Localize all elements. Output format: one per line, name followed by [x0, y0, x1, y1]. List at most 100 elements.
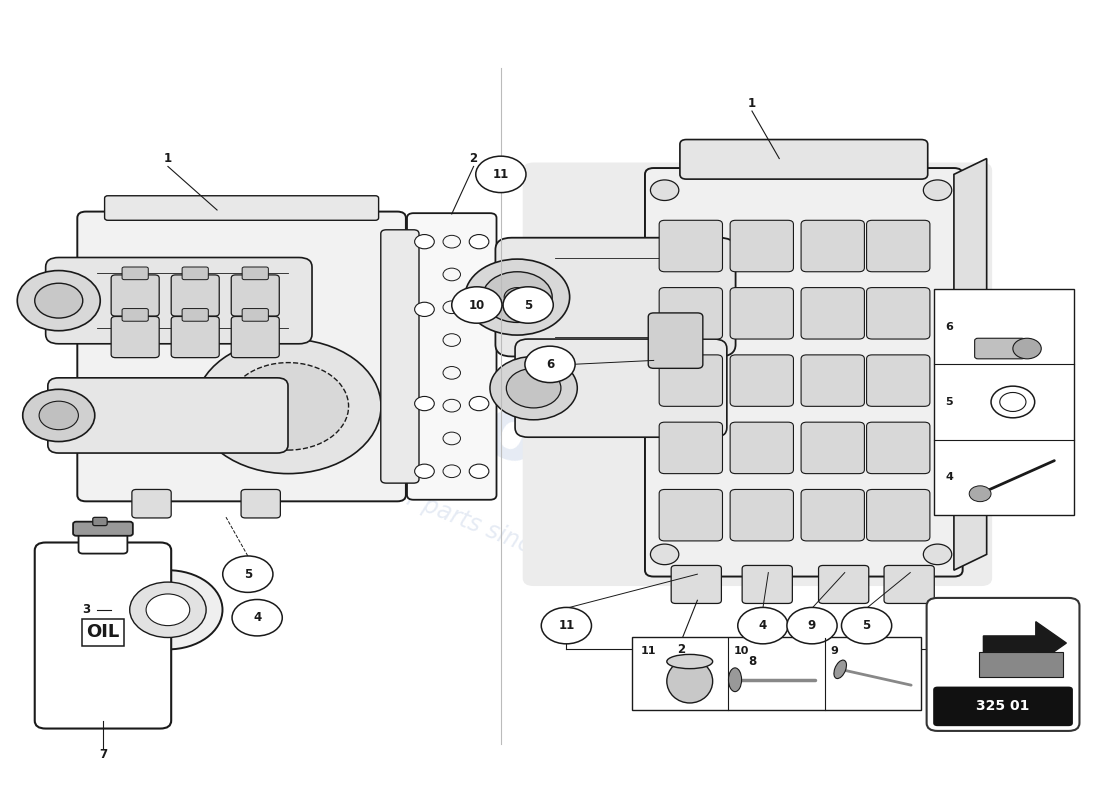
- Circle shape: [443, 366, 461, 379]
- FancyBboxPatch shape: [73, 522, 133, 536]
- FancyBboxPatch shape: [659, 287, 723, 339]
- Circle shape: [470, 302, 488, 317]
- Text: 10: 10: [469, 298, 485, 311]
- FancyBboxPatch shape: [183, 267, 208, 280]
- FancyBboxPatch shape: [933, 686, 1072, 726]
- FancyBboxPatch shape: [659, 220, 723, 272]
- Text: 8: 8: [748, 654, 756, 668]
- Text: 7: 7: [99, 748, 107, 761]
- Circle shape: [923, 180, 952, 201]
- Circle shape: [506, 368, 561, 408]
- FancyBboxPatch shape: [172, 275, 219, 316]
- Circle shape: [113, 570, 222, 650]
- FancyBboxPatch shape: [407, 213, 496, 500]
- FancyBboxPatch shape: [801, 287, 865, 339]
- Circle shape: [470, 397, 488, 410]
- Text: 5: 5: [945, 397, 953, 407]
- Text: 3: 3: [82, 603, 90, 616]
- Text: 5: 5: [524, 298, 532, 311]
- FancyBboxPatch shape: [742, 566, 792, 603]
- Text: 4: 4: [253, 611, 262, 624]
- Circle shape: [1013, 338, 1042, 359]
- FancyBboxPatch shape: [522, 162, 992, 586]
- Text: 5: 5: [244, 568, 252, 581]
- FancyBboxPatch shape: [35, 542, 172, 729]
- Circle shape: [228, 362, 349, 450]
- FancyBboxPatch shape: [801, 490, 865, 541]
- Circle shape: [490, 357, 578, 420]
- Text: 5: 5: [862, 619, 871, 632]
- Text: eurosports: eurosports: [158, 262, 680, 538]
- Circle shape: [738, 607, 788, 644]
- FancyBboxPatch shape: [172, 317, 219, 358]
- Circle shape: [146, 594, 189, 626]
- FancyBboxPatch shape: [47, 378, 288, 453]
- Circle shape: [650, 544, 679, 565]
- FancyBboxPatch shape: [183, 309, 208, 322]
- FancyBboxPatch shape: [730, 287, 793, 339]
- Circle shape: [222, 556, 273, 592]
- Text: 325 01: 325 01: [977, 699, 1030, 714]
- Circle shape: [470, 464, 488, 478]
- Ellipse shape: [728, 668, 741, 692]
- FancyBboxPatch shape: [730, 422, 793, 474]
- Circle shape: [130, 582, 206, 638]
- FancyBboxPatch shape: [659, 355, 723, 406]
- Polygon shape: [979, 652, 1063, 677]
- FancyBboxPatch shape: [122, 267, 149, 280]
- Text: 6: 6: [945, 322, 953, 332]
- Circle shape: [842, 607, 892, 644]
- FancyBboxPatch shape: [975, 338, 1025, 359]
- FancyBboxPatch shape: [45, 258, 312, 344]
- FancyBboxPatch shape: [242, 267, 268, 280]
- Text: 4: 4: [759, 619, 767, 632]
- Text: 11: 11: [640, 646, 656, 656]
- Circle shape: [232, 599, 283, 636]
- Circle shape: [465, 259, 570, 335]
- FancyBboxPatch shape: [801, 355, 865, 406]
- FancyBboxPatch shape: [241, 490, 280, 518]
- FancyBboxPatch shape: [231, 317, 279, 358]
- Circle shape: [470, 234, 488, 249]
- Text: 9: 9: [830, 646, 838, 656]
- FancyBboxPatch shape: [884, 566, 934, 603]
- Text: 11: 11: [558, 619, 574, 632]
- Circle shape: [443, 268, 461, 281]
- FancyBboxPatch shape: [659, 422, 723, 474]
- Circle shape: [443, 235, 461, 248]
- Circle shape: [541, 607, 592, 644]
- Circle shape: [452, 286, 502, 323]
- FancyBboxPatch shape: [801, 422, 865, 474]
- FancyBboxPatch shape: [818, 566, 869, 603]
- FancyBboxPatch shape: [730, 355, 793, 406]
- Circle shape: [415, 302, 434, 317]
- Circle shape: [991, 386, 1035, 418]
- Text: OIL: OIL: [86, 623, 120, 641]
- Polygon shape: [954, 158, 987, 570]
- FancyBboxPatch shape: [78, 530, 128, 554]
- FancyBboxPatch shape: [495, 238, 736, 357]
- FancyBboxPatch shape: [867, 220, 930, 272]
- Text: 1: 1: [748, 97, 756, 110]
- Ellipse shape: [834, 660, 847, 678]
- FancyBboxPatch shape: [680, 139, 927, 179]
- Circle shape: [443, 301, 461, 314]
- Circle shape: [786, 607, 837, 644]
- Ellipse shape: [667, 659, 713, 703]
- Circle shape: [196, 339, 381, 474]
- Text: 11: 11: [493, 168, 509, 181]
- Text: 6: 6: [546, 358, 554, 371]
- Circle shape: [443, 334, 461, 346]
- Text: 2: 2: [676, 643, 685, 656]
- FancyBboxPatch shape: [381, 230, 419, 483]
- Circle shape: [504, 287, 530, 306]
- FancyBboxPatch shape: [645, 168, 962, 577]
- FancyBboxPatch shape: [92, 518, 107, 526]
- Circle shape: [35, 283, 82, 318]
- Circle shape: [1000, 393, 1026, 411]
- Circle shape: [525, 346, 575, 382]
- Circle shape: [923, 544, 952, 565]
- Bar: [934, 289, 1074, 514]
- Text: 2: 2: [470, 152, 477, 165]
- FancyBboxPatch shape: [104, 196, 378, 220]
